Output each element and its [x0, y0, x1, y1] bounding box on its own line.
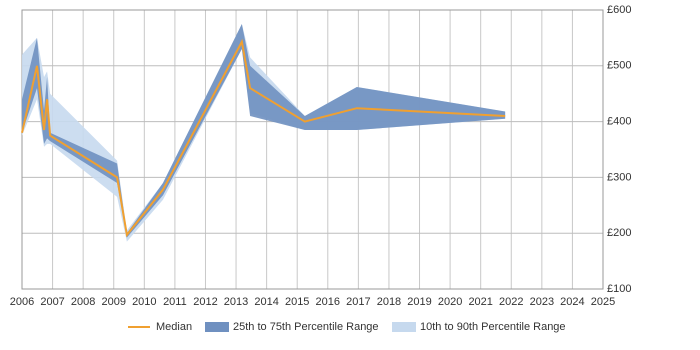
x-tick-label: 2021: [468, 296, 492, 308]
percentile-band: [22, 23, 506, 242]
x-tick-label: 2024: [560, 296, 584, 308]
x-tick-label: 2018: [377, 296, 401, 308]
y-tick-label: £400: [607, 116, 631, 128]
x-tick-label: 2007: [40, 296, 64, 308]
y-tick-label: £300: [607, 171, 631, 183]
legend-label: 25th to 75th Percentile Range: [233, 321, 379, 333]
y-tick-label: £500: [607, 60, 631, 72]
x-tick-label: 2019: [407, 296, 431, 308]
median-line: [21, 38, 506, 238]
plot-border: [21, 9, 604, 290]
x-tick-label: 2012: [193, 296, 217, 308]
x-tick-label: 2008: [71, 296, 95, 308]
x-tick-label: 2022: [499, 296, 523, 308]
percentile-band: [22, 23, 506, 238]
x-tick-label: 2015: [285, 296, 309, 308]
x-tick-label: 2020: [438, 296, 462, 308]
x-tick-label: 2023: [530, 296, 554, 308]
x-tick-label: 2017: [346, 296, 370, 308]
legend-label: 10th to 90th Percentile Range: [420, 321, 566, 333]
legend-label: Median: [156, 321, 192, 333]
y-tick-label: £600: [607, 4, 631, 16]
x-tick-label: 2006: [10, 296, 34, 308]
legend-swatch: [205, 322, 229, 332]
x-tick-label: 2010: [132, 296, 156, 308]
legend-swatch: [392, 322, 416, 332]
x-tick-label: 2025: [591, 296, 615, 308]
x-tick-label: 2011: [163, 296, 187, 308]
x-tick-label: 2009: [101, 296, 125, 308]
x-tick-label: 2013: [224, 296, 248, 308]
x-tick-label: 2014: [254, 296, 278, 308]
x-tick-label: 2016: [316, 296, 340, 308]
y-tick-label: £100: [607, 283, 631, 295]
y-tick-label: £200: [607, 227, 631, 239]
